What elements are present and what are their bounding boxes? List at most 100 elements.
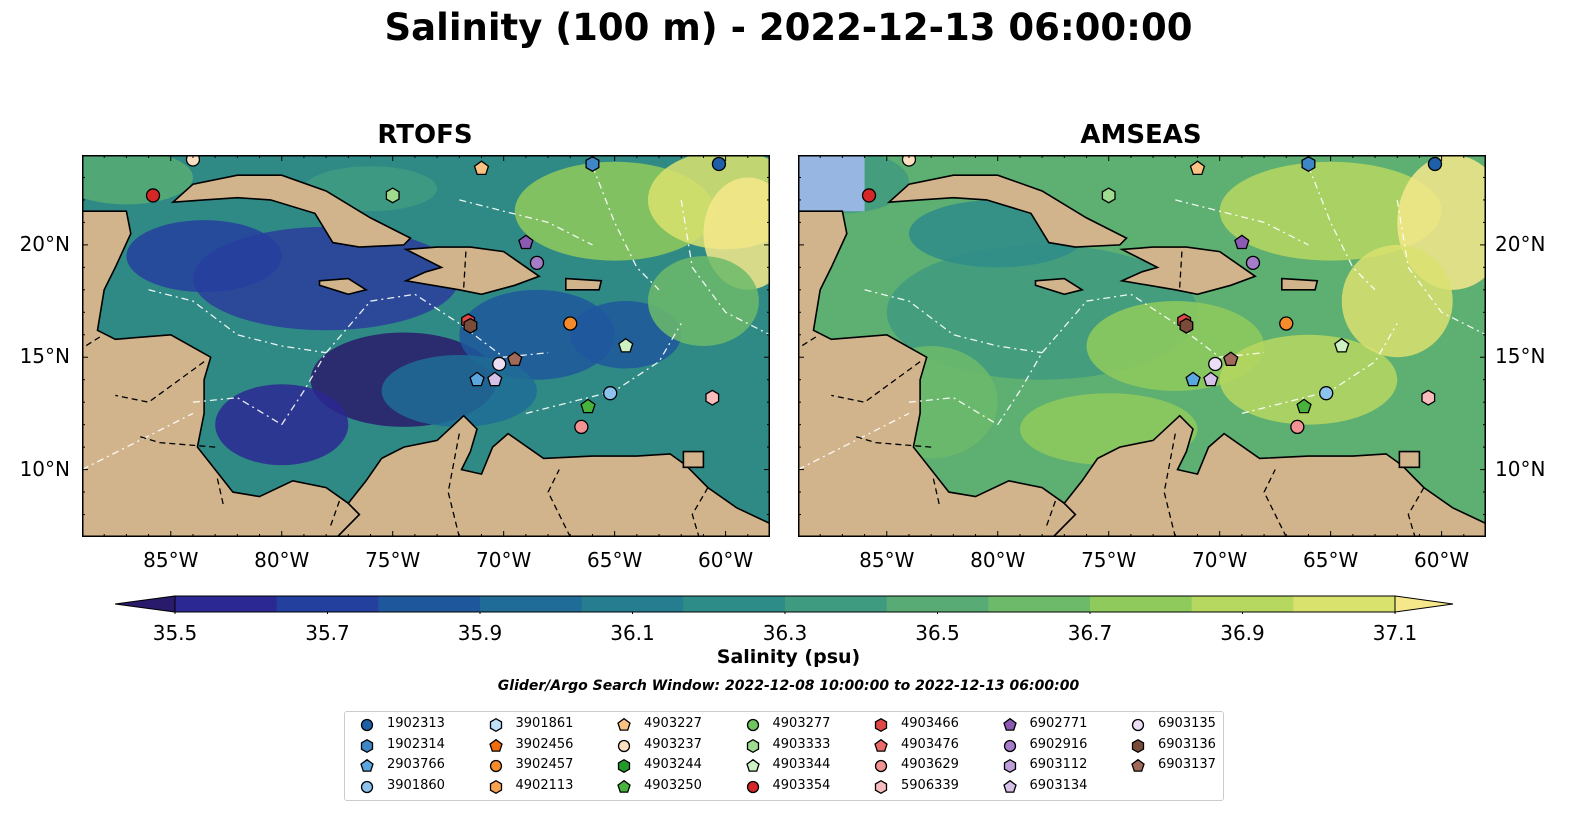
- legend-marker: [746, 780, 759, 793]
- amseas-map[interactable]: [798, 155, 1486, 537]
- float-marker: [563, 316, 578, 331]
- float-marker: [385, 187, 400, 204]
- legend-label: 3901861: [515, 716, 574, 731]
- legend-label: 2903766: [387, 757, 445, 772]
- lon-tick-label: 75°W: [1081, 548, 1137, 572]
- float-marker: [1421, 389, 1436, 406]
- circle-marker-icon: [1131, 718, 1145, 732]
- legend-label: 4903250: [644, 777, 702, 793]
- circle-marker-icon: [746, 718, 759, 732]
- float-marker: [473, 160, 490, 176]
- legend-label: 4903466: [901, 716, 959, 731]
- circle-marker-icon: [617, 739, 631, 752]
- legend-label: 1902313: [387, 716, 445, 731]
- float-marker: [1208, 356, 1223, 372]
- lon-tick-label: 70°W: [1192, 548, 1248, 572]
- legend-label: 6903112: [1029, 757, 1088, 772]
- lat-tick-label-right: 20°N: [1495, 231, 1546, 256]
- lon-tick-label: 65°W: [1303, 548, 1359, 572]
- legend-marker: [746, 738, 759, 753]
- legend-label: 3902456: [515, 736, 574, 752]
- legend-marker: [489, 717, 502, 733]
- float-marker: [492, 356, 507, 372]
- legend-label: 4903227: [644, 716, 702, 731]
- legend-label: 4903629: [901, 757, 959, 772]
- lon-tick-label: 60°W: [1413, 548, 1470, 572]
- cuba-landmass: [170, 174, 412, 248]
- float-marker: [463, 317, 478, 334]
- legend-marker: [745, 758, 760, 772]
- legend-marker: [1003, 758, 1016, 774]
- legend-label: 5906339: [901, 777, 959, 793]
- pentagon-marker-icon: [874, 738, 888, 752]
- rtofs-map[interactable]: [82, 155, 770, 537]
- legend-label: 4903237: [644, 736, 702, 752]
- float-marker: [529, 255, 545, 271]
- float-marker: [618, 337, 634, 353]
- legend-marker: [617, 758, 631, 774]
- legend-label: 6902916: [1029, 736, 1088, 752]
- circle-marker-icon: [746, 780, 759, 793]
- south-america-landmass: [1052, 414, 1486, 537]
- puerto-rico-landmass: [564, 277, 603, 291]
- pentagon-marker-icon: [488, 738, 503, 752]
- legend-marker: [874, 779, 888, 794]
- float-marker: [1245, 255, 1261, 271]
- float-marker: [1290, 419, 1305, 435]
- legend-marker: [874, 738, 888, 752]
- lon-tick-label: 65°W: [587, 548, 643, 572]
- search-window-text: Glider/Argo Search Window: 2022-12-08 10…: [497, 678, 1080, 694]
- panel-title-right: AMSEAS: [1080, 120, 1202, 150]
- legend-label: 1902314: [387, 736, 445, 752]
- legend-label: 4903333: [772, 736, 831, 752]
- float-marker: [185, 155, 201, 167]
- legend-marker: [617, 717, 631, 731]
- legend-marker: [617, 739, 631, 752]
- float-marker: [1279, 316, 1294, 331]
- legend-label: 6903137: [1158, 757, 1216, 772]
- float-marker: [1203, 371, 1219, 387]
- circle-marker-icon: [489, 759, 502, 773]
- lat-tick-label-left: 20°N: [19, 231, 70, 256]
- float-marker: [1101, 187, 1116, 204]
- legend-marker: [617, 779, 631, 793]
- float-marker: [1179, 317, 1194, 334]
- legend-marker: [1002, 779, 1017, 793]
- pentagon-marker-icon: [1002, 717, 1017, 731]
- float-marker: [574, 419, 589, 435]
- float-marker: [518, 234, 534, 250]
- circle-marker-icon: [1003, 739, 1016, 752]
- float-marker: [1189, 160, 1206, 176]
- colorbar-tick-label: 36.5: [915, 621, 960, 645]
- cuba-landmass: [886, 174, 1128, 248]
- colorbar-label: Salinity (psu): [716, 646, 861, 668]
- legend-label: 3902457: [515, 757, 574, 772]
- lon-tick-label: 85°W: [859, 548, 915, 572]
- panel-title-left: RTOFS: [377, 120, 473, 150]
- puerto-rico-landmass: [1280, 277, 1319, 291]
- lon-tick-label: 85°W: [143, 548, 199, 572]
- legend-marker: [746, 718, 759, 732]
- legend-label: 6902771: [1029, 716, 1088, 731]
- lon-tick-label: 60°W: [697, 548, 754, 572]
- pentagon-marker-icon: [1002, 779, 1017, 793]
- float-marker: [1223, 351, 1239, 367]
- float-marker: [1234, 234, 1250, 250]
- legend-label: 6903136: [1158, 736, 1216, 752]
- legend-marker: [1003, 739, 1016, 752]
- lon-tick-label: 80°W: [254, 548, 310, 572]
- hexagon-marker-icon: [874, 779, 888, 794]
- legend-marker: [489, 759, 502, 773]
- hexagon-marker-icon: [489, 779, 502, 794]
- trinidad-landmass: [682, 450, 705, 469]
- lat-tick-label-right: 10°N: [1495, 456, 1546, 481]
- lon-tick-label: 75°W: [365, 548, 421, 572]
- pentagon-marker-icon: [360, 758, 374, 772]
- legend-marker: [1002, 717, 1017, 731]
- float-marker: [1296, 398, 1312, 414]
- float-marker: [1185, 371, 1201, 387]
- pentagon-marker-icon: [745, 758, 760, 772]
- colorbar-tick-label: 35.9: [457, 621, 503, 645]
- lat-tick-label-right: 15°N: [1495, 344, 1546, 369]
- legend-marker: [1131, 758, 1145, 772]
